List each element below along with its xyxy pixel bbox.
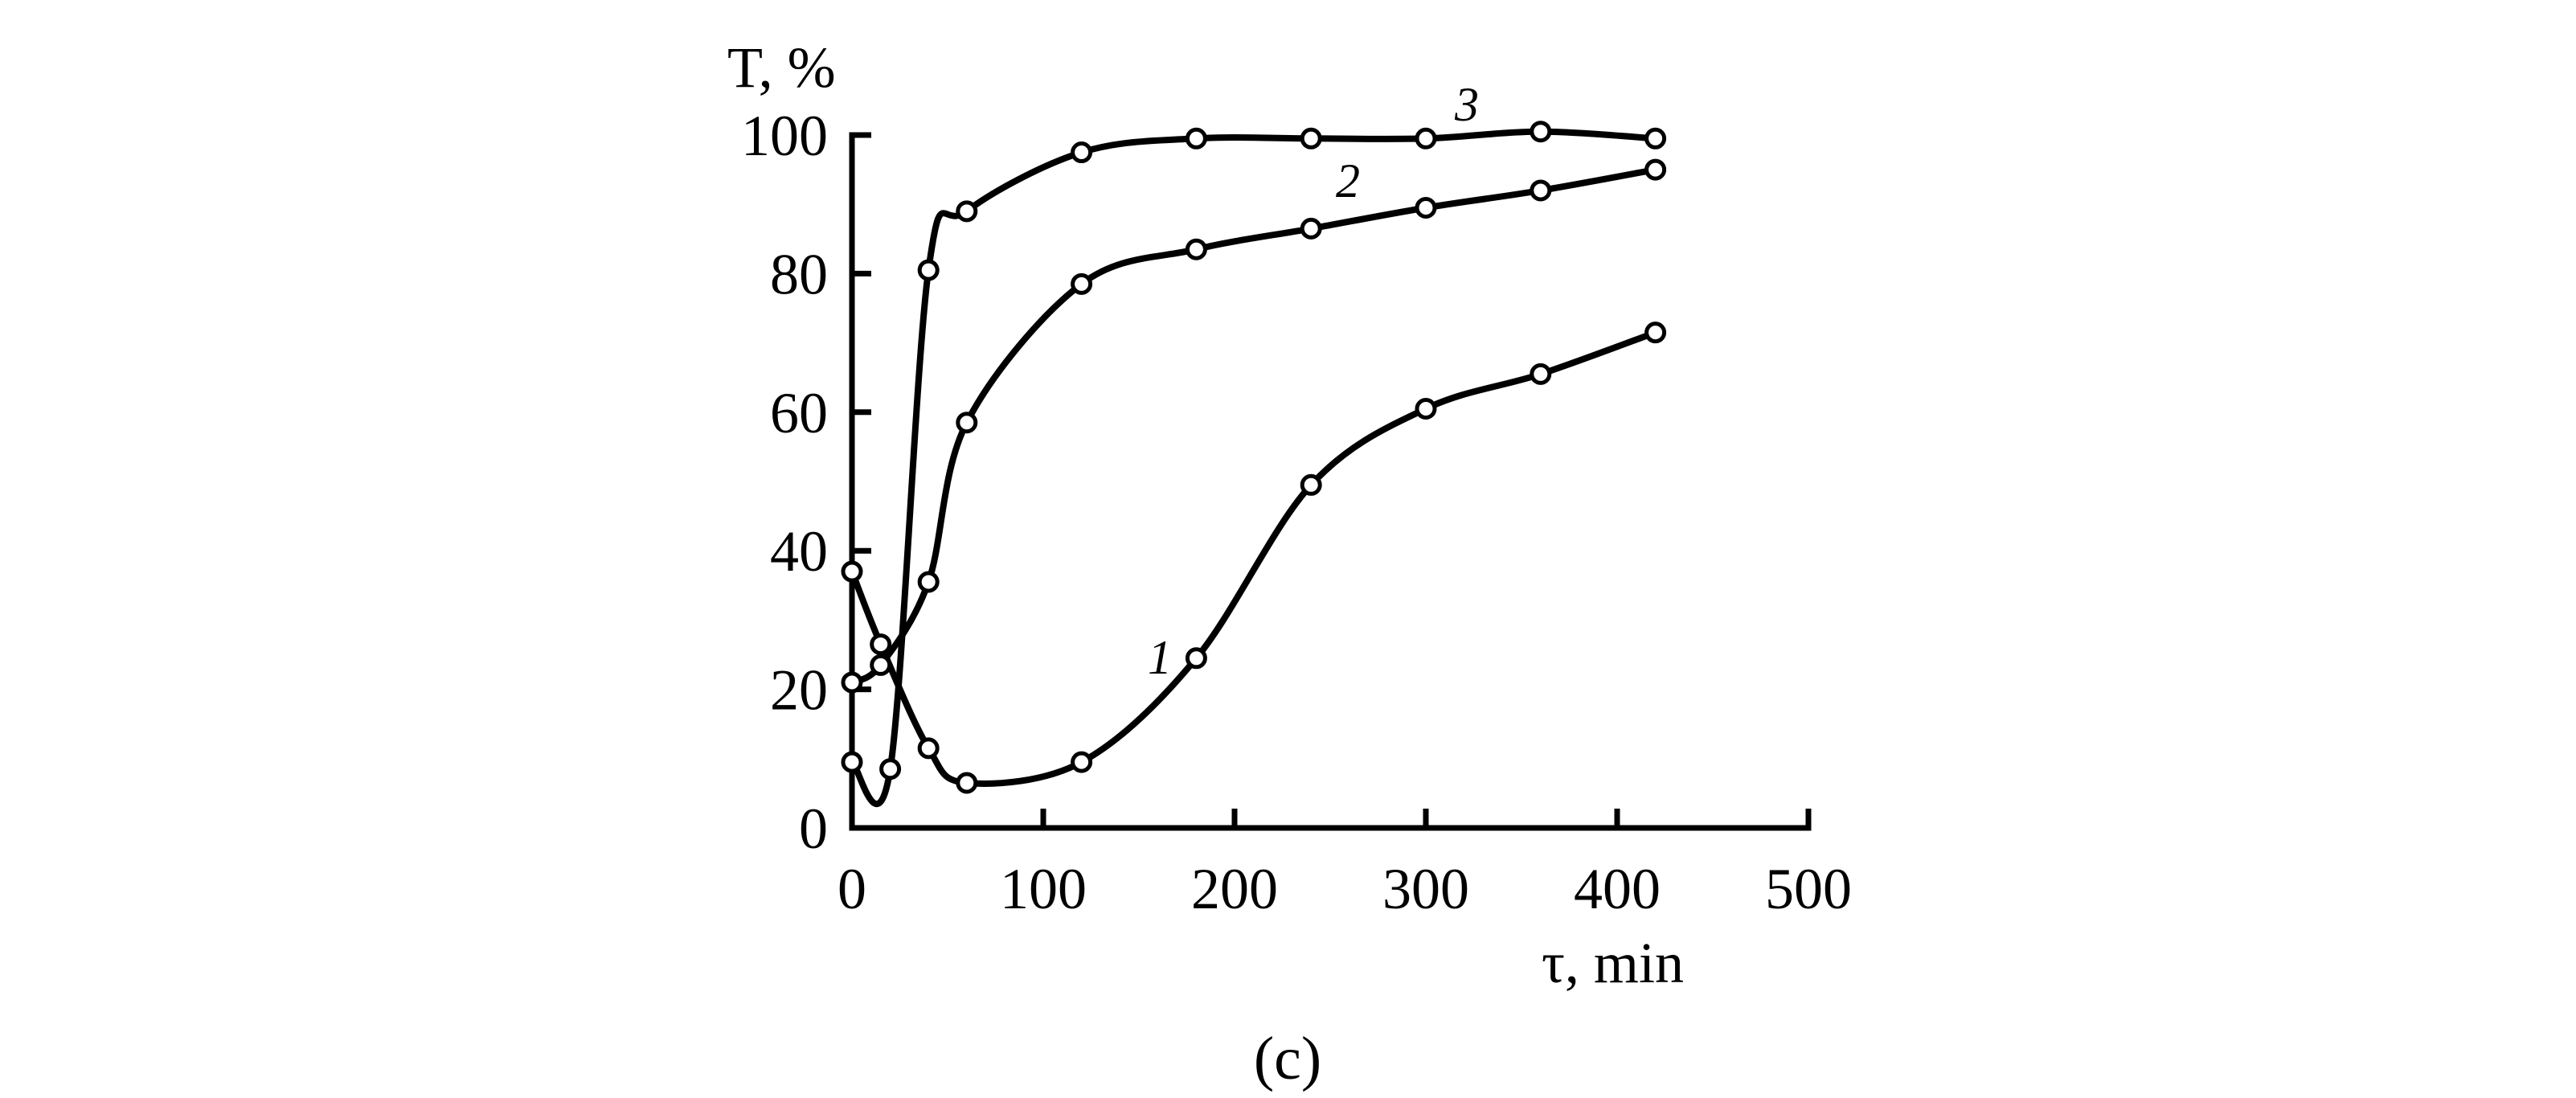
series-3-line xyxy=(849,128,1659,808)
x-tick-label: 100 xyxy=(1000,857,1087,921)
series-1-point xyxy=(1071,751,1093,773)
x-tick-label: 400 xyxy=(1574,857,1661,921)
series-2-label: 2 xyxy=(1336,154,1360,207)
series-2-point xyxy=(1185,238,1207,260)
panel-label: (c) xyxy=(1254,1025,1321,1092)
x-tick-label: 0 xyxy=(838,857,866,921)
series-1-point xyxy=(1415,397,1437,420)
series-1-point xyxy=(1185,647,1207,670)
series-1-point xyxy=(1530,363,1552,385)
series-2-point xyxy=(841,671,863,694)
series-3-point xyxy=(879,758,902,780)
y-tick-label: 40 xyxy=(770,519,828,584)
series-1-point xyxy=(1300,473,1322,496)
series-2-point xyxy=(917,571,940,593)
series-3-point xyxy=(841,751,863,773)
series-2-point xyxy=(956,412,978,434)
series-3-point xyxy=(1071,141,1093,164)
y-tick-label: 100 xyxy=(741,104,828,168)
series-2-point xyxy=(1071,272,1093,295)
x-tick-label: 500 xyxy=(1765,857,1852,921)
series-2-point xyxy=(1530,179,1552,202)
series-3-point xyxy=(1300,127,1322,150)
series-1-point xyxy=(956,772,978,794)
series-1-line xyxy=(849,329,1659,787)
series-group xyxy=(849,128,1659,808)
series-2-point xyxy=(870,653,892,676)
series-3-point xyxy=(1530,121,1552,143)
series-2-point xyxy=(1644,158,1667,181)
series-3-point xyxy=(917,259,940,281)
y-tick-label: 80 xyxy=(770,242,828,306)
series-2-point xyxy=(1300,217,1322,240)
series-1-point xyxy=(870,633,892,656)
series-3-point xyxy=(956,200,978,223)
markers-group xyxy=(841,121,1667,794)
axes: 0 100 200 300 400 500 0 20 40 60 80 100 xyxy=(741,104,1852,921)
x-tick-label: 200 xyxy=(1191,857,1278,921)
series-3-point xyxy=(1415,127,1437,150)
series-3-point xyxy=(1185,127,1207,150)
series-3-point xyxy=(1644,127,1667,150)
y-tick-label: 20 xyxy=(770,658,828,723)
y-axis-title: T, % xyxy=(727,35,836,100)
series-3-label: 3 xyxy=(1454,78,1479,131)
y-tick-label: 60 xyxy=(770,381,828,445)
series-1-point xyxy=(1644,322,1667,344)
y-tick-label: 0 xyxy=(799,797,828,861)
series-1-point xyxy=(917,737,940,760)
series-2-point xyxy=(1415,197,1437,219)
x-tick-label: 300 xyxy=(1382,857,1469,921)
x-axis-title: τ, min xyxy=(1542,931,1684,995)
labels-group: 1 2 3 xyxy=(1148,78,1479,684)
series-1-point xyxy=(841,560,863,583)
series-1-label: 1 xyxy=(1148,631,1172,684)
